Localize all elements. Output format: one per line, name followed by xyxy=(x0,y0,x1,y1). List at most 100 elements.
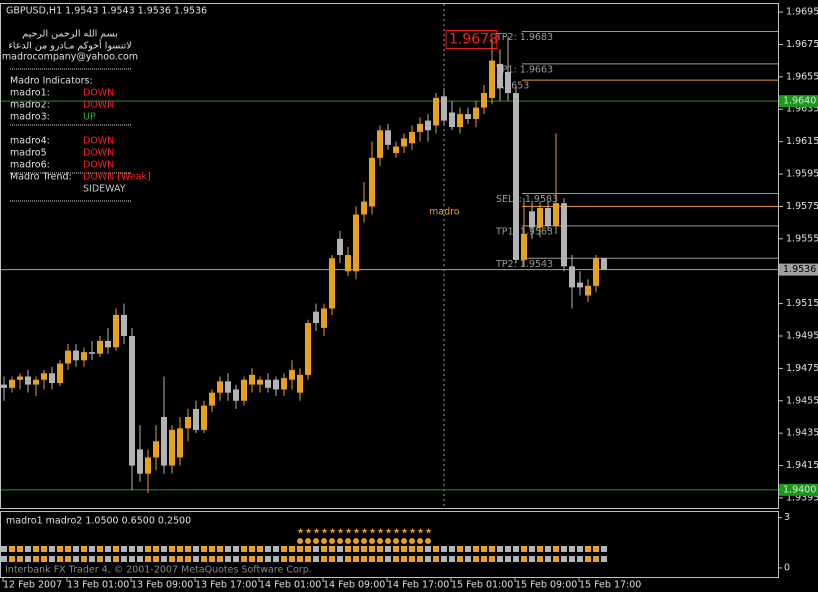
indicator-cell xyxy=(465,546,471,552)
candle-body xyxy=(561,203,567,267)
candle-body xyxy=(65,350,71,364)
indicator-cell xyxy=(193,556,199,562)
signal-star: ★ xyxy=(417,527,424,536)
signal-star: ★ xyxy=(329,527,336,536)
indicator-cell xyxy=(9,546,15,552)
indicator-cell xyxy=(145,556,151,562)
indicator-cell xyxy=(497,546,503,552)
indicator-cell xyxy=(121,546,127,552)
indicator-cell xyxy=(409,546,415,552)
indicator-cell xyxy=(161,556,167,562)
signal-dot xyxy=(401,538,407,544)
signal-star: ★ xyxy=(369,527,376,536)
candle-body xyxy=(361,201,367,215)
candle-body xyxy=(513,93,519,260)
candle-body xyxy=(385,130,391,145)
indicator-cell xyxy=(553,546,559,552)
indicator-cell xyxy=(1,556,7,562)
indicator-cell xyxy=(185,556,191,562)
price-flag-box xyxy=(445,30,498,50)
y-tick-label: 1.9515 xyxy=(786,298,818,309)
candle-body xyxy=(265,379,271,388)
candle-body xyxy=(537,208,543,228)
indicator-cell xyxy=(281,546,287,552)
signal-dot xyxy=(425,538,431,544)
signal-star: ★ xyxy=(313,527,320,536)
indicator-cell xyxy=(465,556,471,562)
signal-star: ★ xyxy=(425,527,432,536)
annotation: madro xyxy=(429,207,460,218)
candle-body xyxy=(529,211,535,228)
signal-star: ★ xyxy=(337,527,344,536)
indicator-cell xyxy=(433,556,439,562)
indicator-cell xyxy=(201,546,207,552)
candle-body xyxy=(297,374,303,393)
indicator-cell xyxy=(265,556,271,562)
indicator-cell xyxy=(105,546,111,552)
indicator-name: madro6: xyxy=(10,160,50,171)
candle-body xyxy=(305,323,311,375)
candle-body xyxy=(209,392,215,406)
indicator-cell xyxy=(25,556,31,562)
indicator-cell xyxy=(9,556,15,562)
y-tick-label: 1.9675 xyxy=(786,39,818,50)
candle-body xyxy=(409,131,415,144)
signal-star: ★ xyxy=(361,527,368,536)
indicator-cell xyxy=(1,546,7,552)
indicator-cell xyxy=(137,556,143,562)
indicator-cell xyxy=(17,546,23,552)
indicator-cell xyxy=(209,546,215,552)
indicator-cell xyxy=(241,556,247,562)
candle-body xyxy=(489,60,495,98)
indicator-cell xyxy=(105,556,111,562)
candle-body xyxy=(353,214,359,272)
candle-body xyxy=(1,384,7,388)
candle-body xyxy=(81,352,87,361)
indicator-cell xyxy=(401,556,407,562)
indicator-cell xyxy=(225,546,231,552)
indicator-cell xyxy=(321,556,327,562)
signal-dot xyxy=(353,538,359,544)
signal-dot xyxy=(385,538,391,544)
indicator-cell xyxy=(49,556,55,562)
candle-body xyxy=(473,107,479,119)
indicator-cell xyxy=(505,556,511,562)
candle-body xyxy=(57,363,63,383)
indicator-cell xyxy=(569,546,575,552)
candle-body xyxy=(153,441,159,458)
signal-dot xyxy=(409,538,415,544)
level-axis-box xyxy=(779,263,818,276)
indicator-cell xyxy=(233,546,239,552)
indicator-cell xyxy=(73,556,79,562)
panel-line: madrocompany@yahoo.com xyxy=(2,52,138,63)
candle-body xyxy=(73,350,79,361)
y-tick-label: 1.9495 xyxy=(786,330,818,341)
indicator-cell xyxy=(401,546,407,552)
indicator-cell xyxy=(489,556,495,562)
indicator-cell xyxy=(425,556,431,562)
signal-star: ★ xyxy=(385,527,392,536)
candle-body xyxy=(113,314,119,348)
candle-body xyxy=(345,255,351,272)
indicator-cell xyxy=(585,546,591,552)
candle-body xyxy=(233,389,239,401)
x-tick-label: 14 Feb 17:00 xyxy=(387,580,449,591)
indicator-cell xyxy=(137,546,143,552)
candle-body xyxy=(105,340,111,348)
signal-dot xyxy=(297,538,303,544)
indicator-cell xyxy=(313,556,319,562)
signal-dot xyxy=(369,538,375,544)
signal-star: ★ xyxy=(401,527,408,536)
indicator-cell xyxy=(225,556,231,562)
indicator-cell xyxy=(345,556,351,562)
indicator-cell xyxy=(489,546,495,552)
signal-star: ★ xyxy=(305,527,312,536)
candle-body xyxy=(505,71,511,94)
candle-body xyxy=(33,379,39,385)
candle-body xyxy=(225,381,231,393)
candle-body xyxy=(577,282,583,288)
indicator-cell xyxy=(41,546,47,552)
indicator-cell xyxy=(89,556,95,562)
level-axis-label: 1.9400 xyxy=(783,484,816,495)
